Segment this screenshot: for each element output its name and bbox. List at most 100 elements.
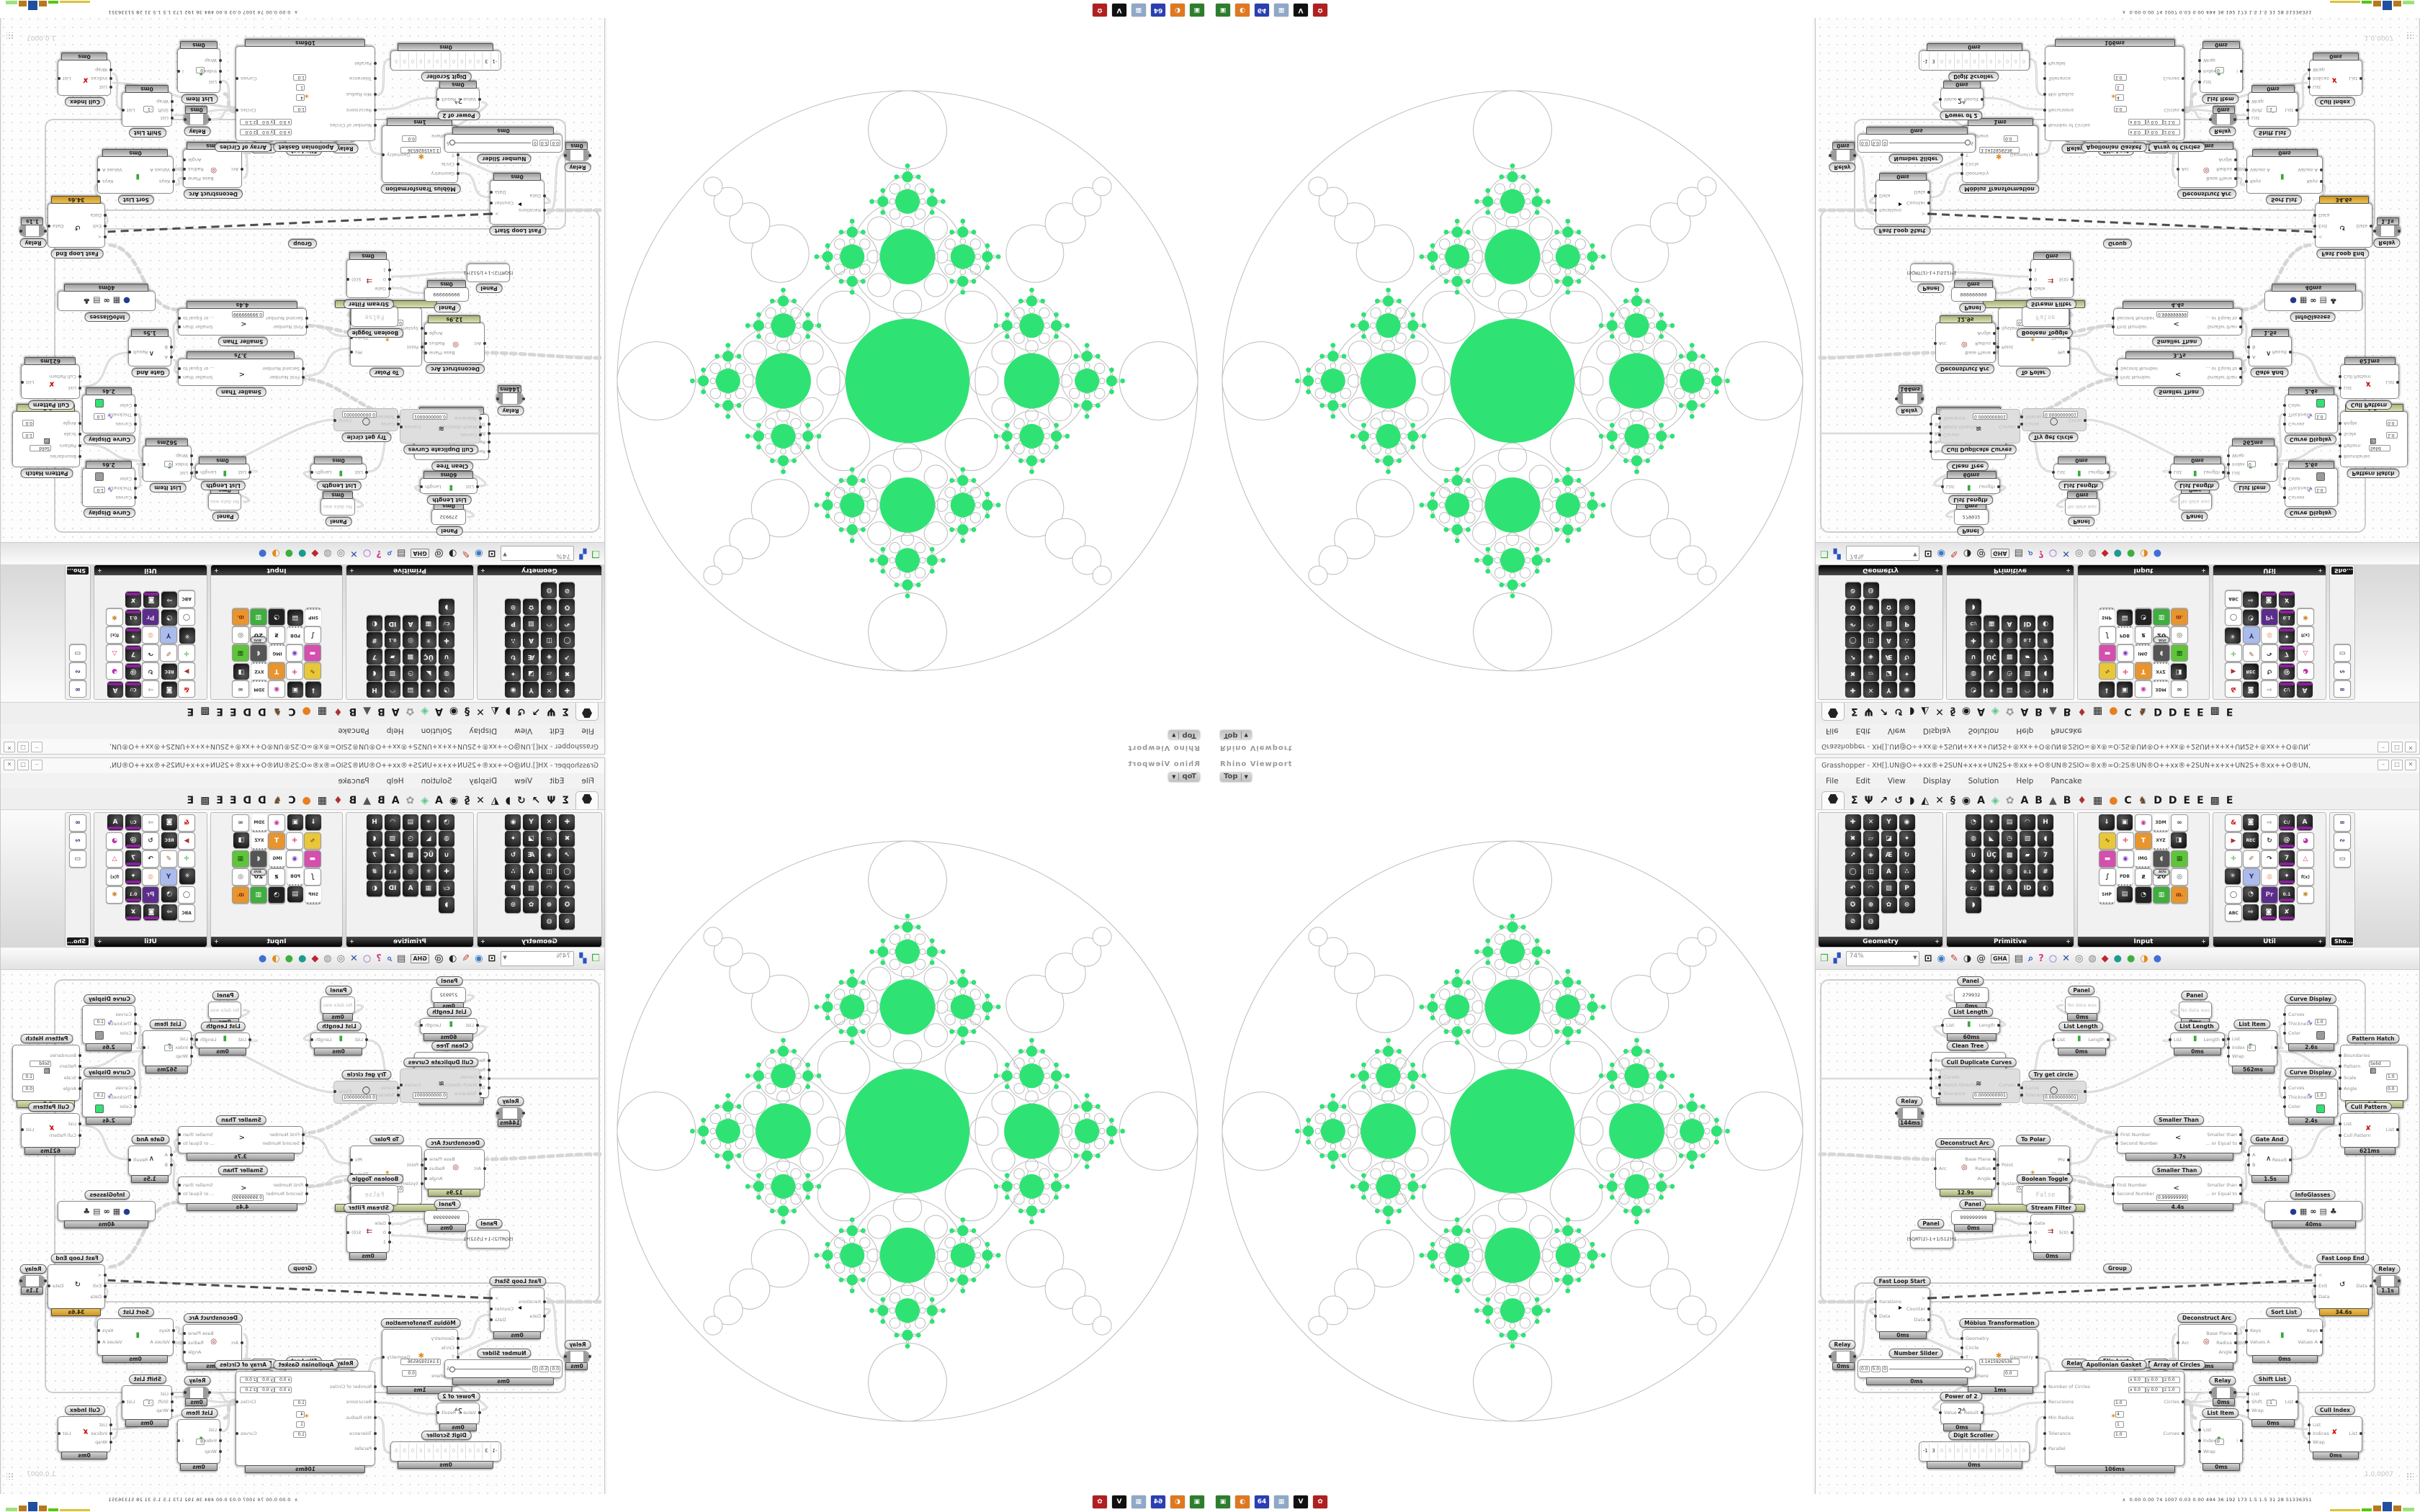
input-port[interactable]: [2227, 463, 2230, 466]
palette-component-icon[interactable]: ✶: [1984, 814, 1999, 830]
boolean-toggle[interactable]: Boolean Toggle False: [2016, 1174, 2074, 1205]
palette-component-icon[interactable]: ◉: [1899, 814, 1915, 830]
list-length-2[interactable]: List Length List Length ▮ 0ms: [2052, 1022, 2110, 1056]
palette-component-icon[interactable]: A: [107, 682, 123, 698]
palette-component-icon[interactable]: ▰: [385, 847, 400, 863]
palette-panel-header[interactable]: Geometry +: [478, 565, 601, 575]
balloon-green-icon[interactable]: ●: [284, 548, 293, 559]
palette-component-icon[interactable]: ◉: [268, 680, 285, 698]
calculator-icon[interactable]: ▦: [1131, 1495, 1146, 1508]
output-port[interactable]: [143, 1046, 145, 1049]
value-box[interactable]: Solid: [30, 1061, 51, 1067]
maximize-button[interactable]: □: [17, 760, 29, 770]
palette-component-icon[interactable]: ⇨: [161, 904, 177, 920]
tab-params[interactable]: [575, 791, 599, 809]
palette-component-icon[interactable]: ✚: [1966, 632, 1981, 648]
input-port[interactable]: [2112, 1184, 2115, 1187]
output-port[interactable]: [490, 212, 493, 215]
output-port[interactable]: [97, 168, 100, 171]
value-box[interactable]: z 0.0: [2163, 1377, 2180, 1383]
palette-component-icon[interactable]: ABC: [178, 590, 195, 608]
menu-solution[interactable]: Solution: [1968, 776, 1999, 786]
value-box[interactable]: 1.0: [94, 1092, 105, 1099]
palette-component-icon[interactable]: &: [2225, 680, 2242, 698]
fast-loop-end[interactable]: Fast Loop End < Exit Data Data ↺ 34.6s: [2313, 1254, 2372, 1316]
output-port[interactable]: [420, 485, 423, 488]
palette-component-icon[interactable]: ▥: [250, 608, 267, 626]
palette-component-icon[interactable]: ↷: [2261, 850, 2278, 868]
output-port[interactable]: [424, 342, 427, 345]
palette-component-icon[interactable]: ▰: [385, 649, 400, 665]
output-port[interactable]: [2234, 1341, 2237, 1344]
cull-duplicate-curves[interactable]: Cull Duplicate Curves Curves Match Directi…: [1938, 1058, 2020, 1103]
input-port[interactable]: [2283, 1022, 2286, 1025]
balloon-orange-icon[interactable]: ◑: [2140, 548, 2148, 559]
tab-plugin-a2[interactable]: A: [391, 795, 400, 806]
palette-component-icon[interactable]: ◖: [2038, 665, 2053, 681]
input-port[interactable]: [2043, 1431, 2046, 1435]
input-port[interactable]: [1874, 194, 1877, 197]
tab-plugin-flower[interactable]: ✿: [405, 706, 415, 717]
palette-component-icon[interactable]: ◉: [1899, 682, 1915, 698]
palette-component-icon[interactable]: SHP: [2099, 886, 2115, 904]
palette-component-icon[interactable]: ◷: [403, 665, 418, 681]
palette-component-icon[interactable]: ◔: [2243, 610, 2259, 626]
palette-component-icon[interactable]: ⊕: [541, 599, 557, 615]
palette-component-icon[interactable]: REC: [161, 664, 177, 680]
tab-display[interactable]: ◉: [449, 706, 459, 717]
input-port[interactable]: [134, 477, 137, 480]
list-length-1[interactable]: List Length List Length ▮ 60ms: [1941, 471, 2000, 505]
output-port[interactable]: [2396, 1128, 2399, 1131]
calculator-icon[interactable]: ▦: [1274, 4, 1289, 17]
palette-component-icon[interactable]: ✳: [421, 632, 436, 648]
input-port[interactable]: [522, 1111, 525, 1115]
palette-component-icon[interactable]: ▤: [403, 682, 418, 698]
palette-component-icon[interactable]: P: [505, 616, 521, 631]
palette-component-icon[interactable]: A: [2002, 616, 2017, 631]
palette-component-icon[interactable]: 7: [367, 649, 382, 665]
palette-component-icon[interactable]: ✚: [1845, 682, 1861, 698]
output-port[interactable]: [178, 317, 181, 320]
output-port[interactable]: [183, 1351, 186, 1354]
input-port[interactable]: [1960, 172, 1963, 175]
input-port[interactable]: [2227, 472, 2230, 474]
palette-component-icon[interactable]: Y: [523, 682, 539, 698]
input-port[interactable]: [457, 172, 460, 175]
deconstruct-arc-1[interactable]: Deconstruct Arc Arc Base Plane Radius Angle ◎…: [1934, 1138, 1996, 1197]
panel-nodata-1[interactable]: Panel No data was 0ms: [2065, 986, 2099, 1021]
input-port[interactable]: [134, 1105, 137, 1108]
firefox-icon[interactable]: ◐: [1170, 4, 1185, 17]
palette-component-icon[interactable]: PDB: [287, 626, 303, 644]
palette-component-icon[interactable]: ✚: [559, 814, 575, 830]
output-port[interactable]: [1927, 191, 1930, 194]
output-port[interactable]: [1993, 342, 1996, 345]
gate-and[interactable]: Gate And A B Result ∧ 1.5s: [128, 1135, 173, 1183]
input-port[interactable]: [1930, 1077, 1932, 1081]
input-port[interactable]: [2313, 1295, 2316, 1298]
palette-component-icon[interactable]: ◠: [1863, 881, 1879, 896]
value-box[interactable]: 1.0: [293, 106, 306, 112]
relay-5[interactable]: Relay 1.1s: [2373, 1264, 2401, 1295]
menu-help[interactable]: Help: [386, 726, 404, 736]
palette-component-icon[interactable]: ◐: [2038, 881, 2053, 896]
input-port[interactable]: [190, 1046, 193, 1049]
palette-component-icon[interactable]: IMG: [2135, 644, 2151, 662]
balloon-green-icon[interactable]: ●: [284, 953, 293, 964]
palette-component-icon[interactable]: ◎: [232, 868, 249, 886]
balloon-orange-icon[interactable]: ◑: [2140, 953, 2148, 964]
palette-component-icon[interactable]: ◉: [2117, 644, 2134, 662]
palette-component-icon[interactable]: Y: [160, 868, 177, 886]
palette-component-icon[interactable]: ⊘: [1845, 914, 1861, 930]
relay-1[interactable]: Relay 144ms: [1895, 1097, 1924, 1127]
output-port[interactable]: [424, 1157, 427, 1161]
cull-pattern[interactable]: Cull Pattern List Cull Pattern List ✘ 621ms: [2339, 1102, 2399, 1155]
input-port[interactable]: [171, 1392, 174, 1395]
fast-loop-start[interactable]: Fast Loop Start Iterations Data > Counter Dat…: [489, 1277, 547, 1339]
output-port[interactable]: [2396, 381, 2399, 384]
palette-component-icon[interactable]: REC: [2243, 832, 2259, 848]
input-port[interactable]: [2112, 325, 2115, 328]
power-of-2[interactable]: Power of 2 Value Result 2ᴬ 0ms: [436, 81, 481, 120]
input-port[interactable]: [588, 1354, 591, 1358]
input-port[interactable]: [248, 471, 251, 474]
balloon-purple-icon[interactable]: ○: [2048, 953, 2058, 964]
